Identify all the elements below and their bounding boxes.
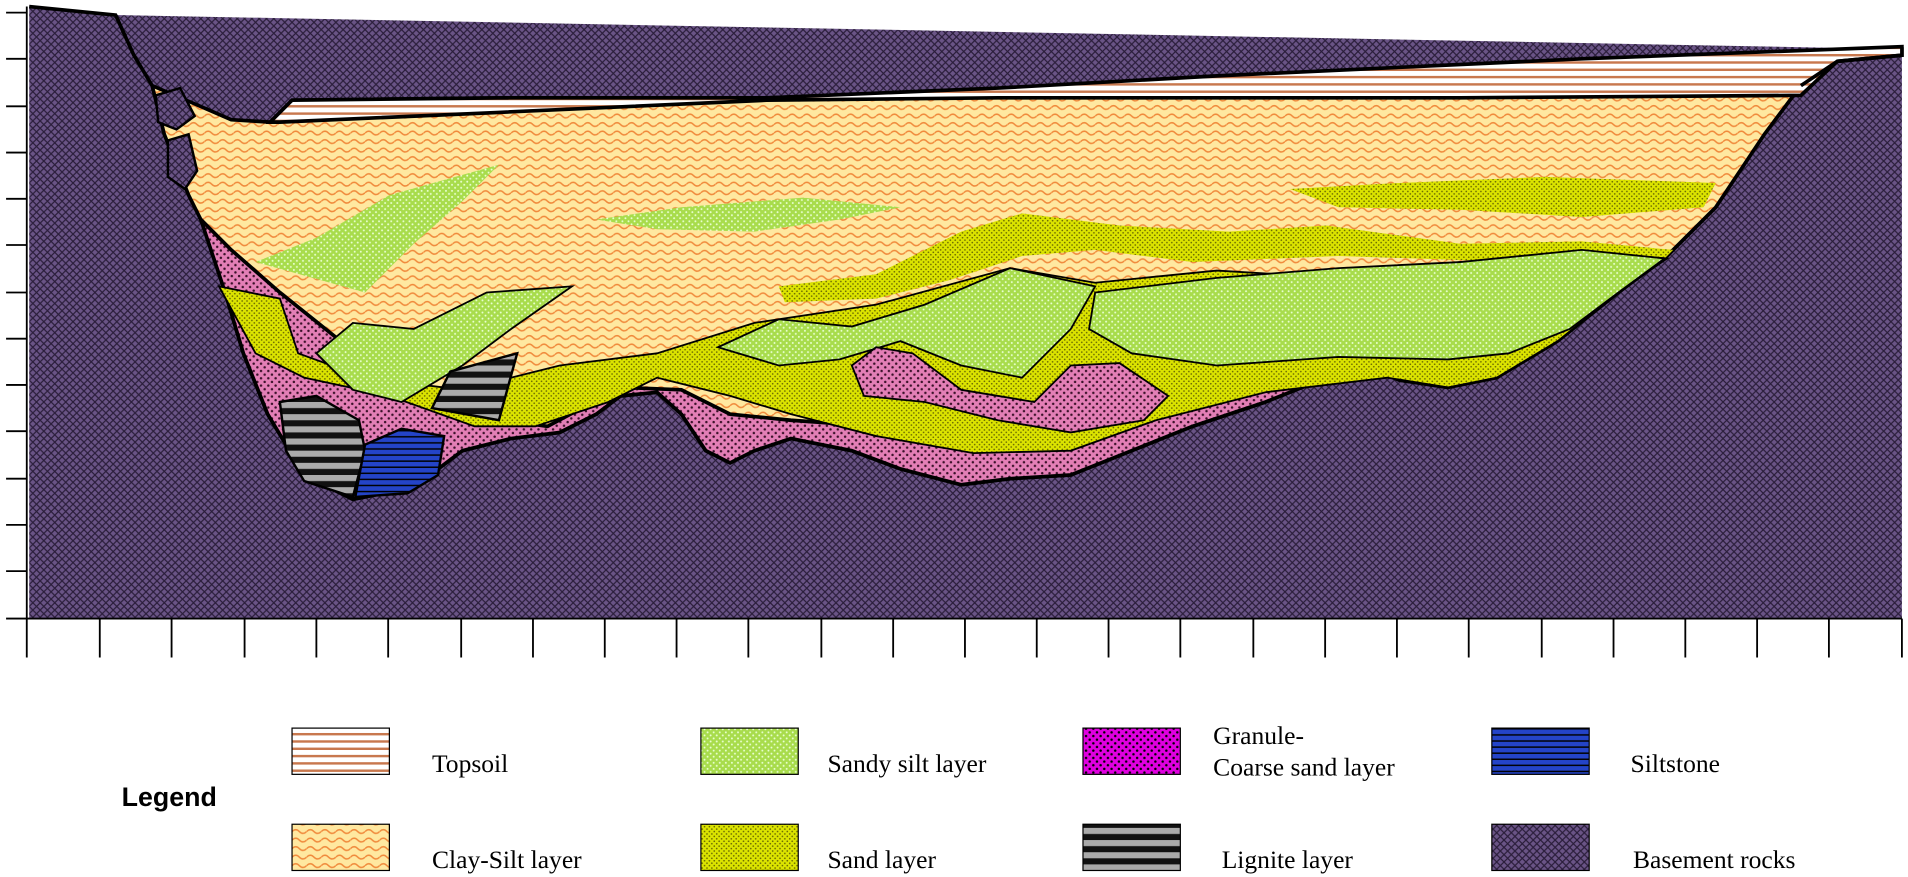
legend-swatch [1491,823,1590,872]
granule-coarse-sand-layer [199,218,1449,502]
legend-swatch [700,823,799,872]
legend-label: Siltstone [1631,749,1720,778]
legend-label: Lignite layer [1222,845,1354,874]
legend-label: Topsoil [432,749,508,778]
legend-title: Legend [122,782,217,812]
siltstone [353,427,446,499]
bottom-ticks [25,618,1903,658]
sandy-silt-lens [596,197,901,232]
legend: Legend Topsoil Sandy silt layer Granule-… [122,721,1796,874]
sandy-silt-lens [255,164,499,293]
legend-swatch [291,823,390,872]
legend-label: Clay-Silt layer [432,845,582,874]
legend-swatch [1491,727,1590,775]
basement-knob [154,86,197,131]
sandy-silt-layer [715,267,1097,379]
legend-label: Sand layer [827,845,936,874]
sand-lens [1289,176,1716,218]
axes [6,6,1903,658]
cross-section [29,4,1904,619]
legend-label: Granule-Coarse sand layer [1213,721,1395,782]
lignite-layer [430,351,519,422]
left-ticks [6,11,27,620]
legend-swatch [1082,727,1181,775]
basement-outline [29,4,1903,88]
sand-band [778,213,1674,303]
legend-swatch [700,727,799,775]
basement-knob [166,132,199,191]
legend-swatch [291,727,390,775]
sandy-silt-layer [315,285,576,403]
legend-label: Sandy silt layer [827,749,986,778]
sandy-silt-layer [1088,248,1668,367]
legend-label: Basement rocks [1633,845,1796,874]
legend-swatch [1082,823,1181,872]
granule-lens [850,346,1170,434]
